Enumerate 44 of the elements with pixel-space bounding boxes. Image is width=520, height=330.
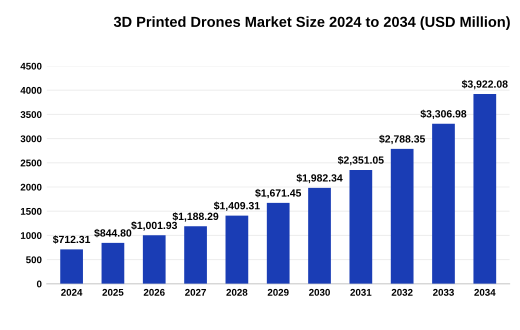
data-label: $1,982.34 (296, 174, 343, 184)
data-label: $1,188.29 (172, 212, 218, 222)
bar (349, 170, 372, 284)
bar (226, 216, 248, 284)
data-label: $844.80 (94, 228, 132, 238)
chart-title: 3D Printed Drones Market Size 2024 to 2034 (USD Million) (114, 16, 510, 30)
y-tick-label: 1500 (20, 208, 42, 215)
bar (60, 249, 83, 284)
y-tick-label: 1000 (20, 232, 42, 240)
data-label: $2,788.35 (379, 134, 426, 144)
x-tick-label: 2032 (392, 288, 413, 296)
bar (432, 124, 455, 284)
y-tick-label: 2000 (20, 184, 42, 191)
data-label: $2,351.05 (338, 156, 384, 166)
bar (142, 235, 166, 284)
bar (390, 148, 414, 284)
x-tick-label: 2034 (474, 288, 496, 296)
y-tick-label: 4000 (20, 86, 42, 94)
bar (473, 94, 496, 284)
bar (266, 202, 290, 284)
x-tick-label: 2033 (433, 288, 454, 296)
bar (184, 226, 207, 284)
x-tick-label: 2031 (350, 288, 372, 296)
data-label: $1,409.31 (214, 202, 260, 211)
x-tick-label: 2030 (309, 288, 330, 296)
x-tick-label: 2024 (61, 288, 82, 296)
bar (308, 188, 331, 284)
data-label: $1,671.45 (255, 188, 302, 198)
x-tick-label: 2028 (226, 288, 248, 296)
y-tick-label: 3500 (20, 111, 42, 118)
data-label: $3,306.98 (420, 110, 466, 120)
data-label: $712.31 (52, 235, 90, 244)
data-label: $3,922.08 (462, 80, 508, 90)
y-tick-label: 500 (26, 256, 42, 264)
data-label: $1,001.93 (131, 221, 178, 231)
x-tick-label: 2029 (268, 288, 289, 296)
y-tick-label: 4500 (20, 62, 42, 70)
x-tick-label: 2025 (102, 288, 124, 296)
x-tick-label: 2026 (144, 288, 165, 296)
x-tick-label: 2027 (185, 288, 206, 296)
y-tick-label: 3000 (20, 135, 42, 142)
bar (102, 242, 124, 284)
y-tick-label: 0 (36, 280, 42, 288)
y-tick-label: 2500 (20, 160, 42, 166)
